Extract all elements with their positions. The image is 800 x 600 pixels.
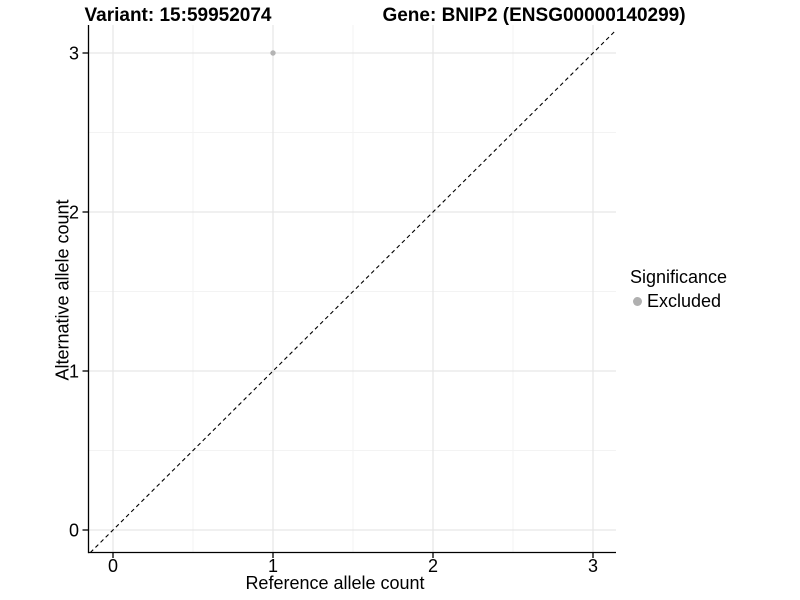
plot-title-gene: Gene: BNIP2 (ENSG00000140299) [382, 5, 686, 26]
y-tick-label: 1 [69, 362, 79, 382]
y-axis-title: Alternative allele count [52, 199, 73, 381]
legend: Significance Excluded [630, 267, 727, 312]
data-point [270, 50, 276, 56]
identity-dashed-line [89, 29, 617, 553]
y-tick-label: 0 [69, 521, 79, 541]
plot-title-variant: Variant: 15:59952074 [84, 5, 272, 26]
legend-title: Significance [630, 267, 728, 287]
x-tick-label: 0 [108, 556, 118, 576]
x-tick-label: 3 [588, 556, 598, 576]
x-tick-label: 2 [428, 556, 438, 576]
y-tick-label: 2 [69, 203, 79, 223]
x-axis-title: Reference allele count [245, 573, 425, 593]
legend-item-excluded: Excluded [630, 291, 727, 312]
legend-item-label: Excluded [647, 290, 722, 311]
y-tick-label: 3 [69, 44, 79, 64]
x-tick-label: 1 [268, 556, 278, 576]
excluded-point-icon [633, 296, 642, 306]
